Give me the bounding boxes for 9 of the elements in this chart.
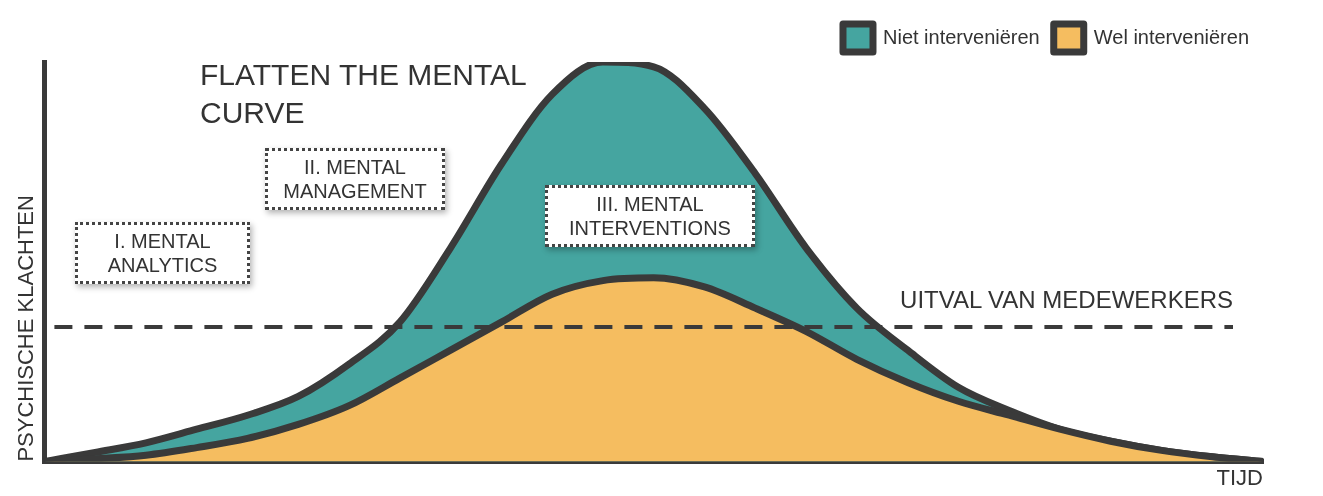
text: FLATTEN THE MENTAL CURVE [200, 58, 527, 130]
note-box: III. MENTAL INTERVENTIONS [545, 185, 755, 247]
x-axis-title: TIJD [1216, 464, 1263, 490]
note-box: II. MENTAL MANAGEMENT [265, 148, 445, 210]
ref-line-label: UITVAL VAN MEDEWERKERS [900, 285, 1233, 313]
y-axis-title: PSYCHISCHE KLACHTEN [13, 195, 39, 462]
legend-label: Niet interveniëren [882, 25, 1040, 48]
legend-label: Wel interveniëren [1093, 25, 1249, 48]
note-box: I. MENTAL ANALYTICS [75, 222, 250, 284]
